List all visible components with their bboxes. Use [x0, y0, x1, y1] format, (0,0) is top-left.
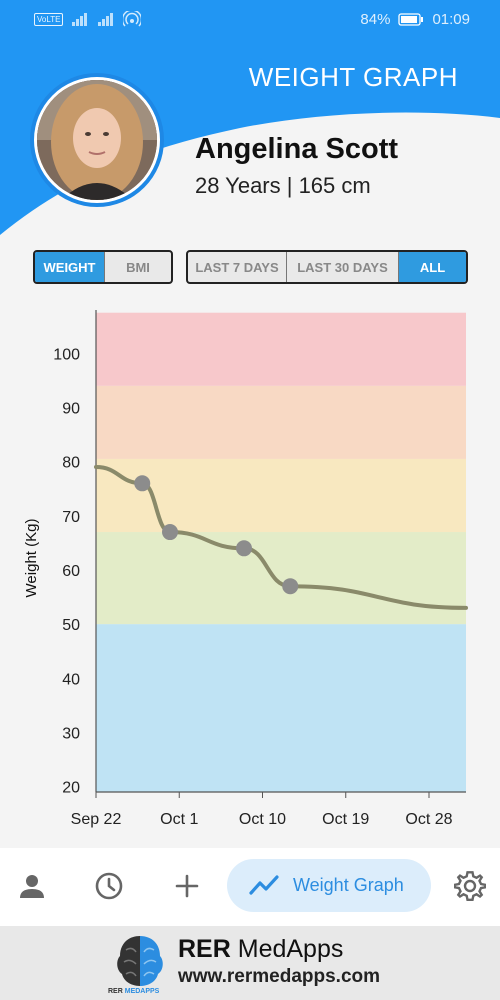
x-tick-label: Oct 1 — [160, 811, 198, 828]
status-bar: VoLTE 84% 01:09 — [0, 0, 500, 40]
weight-toggle-button[interactable]: WEIGHT — [35, 252, 105, 282]
x-tick-label: Oct 28 — [405, 811, 452, 828]
y-tick-label: 80 — [62, 455, 80, 472]
header: VoLTE 84% 01:09 WEIGHT GRAPH Ange — [0, 0, 500, 235]
y-tick-label: 70 — [62, 509, 80, 526]
y-tick-label: 40 — [62, 671, 80, 688]
data-point — [282, 578, 299, 595]
y-tick-label: 50 — [62, 617, 80, 634]
data-point — [162, 524, 178, 541]
avatar-photo — [37, 80, 157, 200]
data-point — [236, 540, 252, 557]
y-tick-label: 60 — [62, 563, 80, 580]
x-tick-label: Sep 22 — [71, 811, 122, 828]
bottom-nav: Weight Graph — [0, 848, 500, 926]
range-band-1 — [96, 532, 466, 625]
hotspot-icon — [123, 11, 142, 27]
brain-logo-icon — [117, 936, 163, 986]
ad-brand-name: RER MedApps — [178, 935, 344, 963]
profile-icon[interactable] — [14, 868, 50, 904]
user-age-height: 28 Years | 165 cm — [195, 173, 371, 198]
avatar[interactable] — [30, 73, 164, 207]
range-band-2 — [96, 458, 466, 533]
user-name: Angelina Scott — [195, 133, 399, 165]
last-7-days-button[interactable]: LAST 7 DAYS — [188, 252, 287, 282]
add-icon[interactable] — [169, 868, 205, 904]
y-tick-label: 30 — [62, 725, 80, 742]
ad-url: www.rermedapps.com — [178, 966, 381, 987]
last-30-days-button[interactable]: LAST 30 DAYS — [287, 252, 399, 282]
y-tick-label: 90 — [62, 400, 80, 417]
battery-icon — [398, 13, 424, 26]
page-title: WEIGHT GRAPH — [248, 62, 458, 92]
y-axis-label: Weight (Kg) — [23, 519, 40, 598]
data-point — [134, 475, 151, 492]
metric-toggle: WEIGHT BMI — [33, 250, 173, 284]
clock: 01:09 — [432, 11, 470, 28]
range-band-3 — [96, 385, 466, 459]
range-band-0 — [96, 624, 466, 792]
history-icon[interactable] — [91, 868, 127, 904]
ad-logo-caption: RER MEDAPPS — [108, 988, 160, 995]
x-tick-label: Oct 10 — [239, 811, 286, 828]
weight-chart[interactable]: 20 30 40 50 60 70 80 90 100 Sep 22 Oct 1 Oct 10 Oct… — [0, 300, 500, 845]
y-tick-label: 20 — [62, 780, 80, 797]
signal-icon — [98, 13, 114, 26]
ad-banner[interactable]: RER MEDAPPS RER MedApps www.rermedapps.c… — [0, 926, 500, 1000]
all-range-button[interactable]: ALL — [399, 252, 466, 282]
weight-graph-nav-button[interactable]: Weight Graph — [227, 859, 431, 912]
x-tick-label: Oct 19 — [322, 811, 369, 828]
header-background — [0, 0, 500, 235]
y-tick-label: 100 — [53, 346, 80, 363]
volte-icon: VoLTE — [34, 12, 64, 26]
battery-percent: 84% — [360, 11, 391, 28]
range-toggle: LAST 7 DAYS LAST 30 DAYS ALL — [186, 250, 468, 284]
trend-icon — [249, 875, 279, 895]
settings-icon[interactable] — [452, 868, 488, 904]
weight-graph-nav-label: Weight Graph — [293, 875, 404, 895]
bmi-toggle-button[interactable]: BMI — [126, 259, 150, 275]
signal-icon — [72, 13, 88, 26]
range-band-4 — [96, 312, 466, 386]
